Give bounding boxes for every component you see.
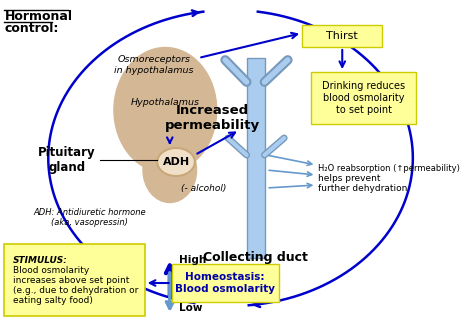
- Text: Homeostasis:
Blood osmolarity: Homeostasis: Blood osmolarity: [175, 272, 275, 294]
- Bar: [246, 58, 264, 258]
- Text: Low: Low: [179, 303, 202, 313]
- Bar: [311, 72, 417, 124]
- Text: (- alcohol): (- alcohol): [181, 184, 227, 193]
- Text: Osmoreceptors
in hypothalamus: Osmoreceptors in hypothalamus: [114, 55, 193, 75]
- Text: Thirst: Thirst: [327, 31, 358, 41]
- Text: STIMULUS:: STIMULUS:: [12, 256, 67, 265]
- Text: Pituitary
gland: Pituitary gland: [38, 146, 96, 174]
- Text: Hypothalamus: Hypothalamus: [131, 98, 200, 107]
- Text: helps prevent: helps prevent: [318, 174, 381, 183]
- Ellipse shape: [114, 48, 217, 173]
- Ellipse shape: [157, 148, 195, 176]
- Text: eating salty food): eating salty food): [12, 296, 92, 305]
- Text: (e.g., due to dehydration or: (e.g., due to dehydration or: [12, 286, 138, 295]
- Text: Drinking reduces
blood osmolarity
to set point: Drinking reduces blood osmolarity to set…: [322, 81, 405, 115]
- Ellipse shape: [143, 137, 197, 203]
- Text: High: High: [179, 255, 206, 265]
- Text: Increased
permeability: Increased permeability: [165, 104, 260, 132]
- Text: ADH: Antidiuretic hormone: ADH: Antidiuretic hormone: [33, 207, 146, 216]
- Text: further dehydration: further dehydration: [318, 184, 408, 193]
- Text: H₂O reabsorption (↑permeability): H₂O reabsorption (↑permeability): [318, 164, 460, 173]
- Text: Blood osmolarity: Blood osmolarity: [12, 266, 89, 275]
- Text: increases above set point: increases above set point: [12, 276, 129, 285]
- Bar: [302, 25, 383, 47]
- Text: ADH: ADH: [163, 157, 190, 167]
- Text: Hormonal: Hormonal: [4, 10, 73, 23]
- Text: Collecting duct: Collecting duct: [203, 251, 308, 264]
- Text: (aka, vasopressin): (aka, vasopressin): [51, 217, 128, 226]
- Bar: [4, 244, 145, 316]
- Text: control:: control:: [4, 22, 59, 35]
- Bar: [172, 264, 279, 302]
